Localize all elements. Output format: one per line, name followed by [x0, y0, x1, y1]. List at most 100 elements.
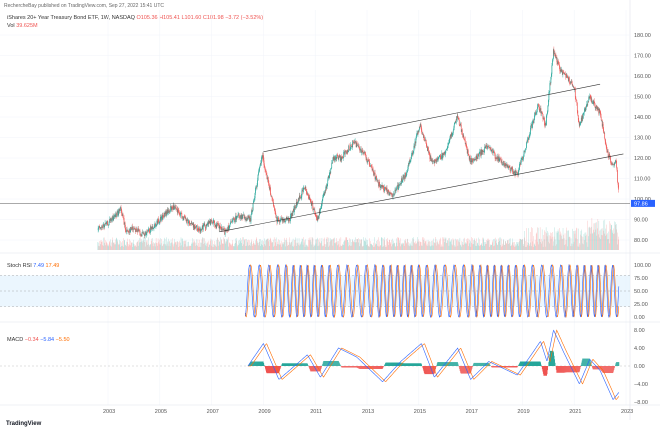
candle-body — [192, 222, 194, 228]
candle-body — [262, 155, 263, 159]
candle-body — [402, 176, 404, 181]
macd-histogram-bar — [307, 365, 309, 366]
candle-body — [224, 229, 226, 235]
macd-histogram-bar — [481, 362, 482, 366]
candle-body — [446, 146, 448, 150]
candle-body — [552, 61, 553, 66]
macd-histogram-bar — [334, 360, 335, 366]
candle-body — [508, 165, 510, 168]
candle-body — [347, 150, 349, 153]
stoch-label[interactable]: Stoch RSI — [7, 263, 32, 269]
macd-histogram-bar — [275, 366, 277, 374]
candle-body — [597, 108, 599, 110]
macd-histogram-bar — [617, 362, 619, 366]
macd-histogram-bar — [450, 362, 451, 366]
macd-histogram-bar — [257, 361, 258, 366]
price-tick-label: 130.00 — [634, 136, 651, 142]
macd-label[interactable]: MACD — [7, 337, 24, 343]
candle-body — [103, 224, 105, 228]
macd-histogram-bar — [413, 363, 415, 366]
candle-body — [531, 124, 532, 126]
symbol-title[interactable]: iShares 20+ Year Treasury Bond ETF, 1W, … — [7, 15, 135, 21]
macd-histogram-bar — [285, 363, 287, 366]
candle-body — [589, 95, 591, 99]
candle-body — [609, 154, 611, 156]
macd-histogram-bar — [382, 366, 384, 369]
last-price-badge — [631, 199, 655, 207]
macd-histogram-bar — [586, 358, 588, 366]
macd-histogram-bar — [493, 366, 495, 368]
candle-body — [403, 175, 404, 177]
candle-body — [158, 218, 159, 222]
candle-body — [368, 159, 369, 161]
macd-histogram-bar — [553, 352, 554, 366]
macd-histogram-bar — [388, 362, 389, 366]
time-tick-label: 2015 — [414, 409, 426, 415]
candle-body — [504, 163, 506, 167]
candle-body — [470, 160, 472, 163]
candle-body — [431, 159, 433, 161]
macd-histogram-bar — [271, 366, 273, 374]
candle-body — [482, 151, 484, 152]
macd-histogram-bar — [615, 364, 616, 366]
macd-histogram-bar — [518, 364, 520, 366]
candle-body — [146, 233, 147, 235]
macd-histogram-bar — [501, 366, 503, 368]
candle-body — [558, 61, 560, 65]
candle-body — [130, 227, 132, 230]
macd-histogram-bar — [430, 366, 432, 375]
candle-body — [224, 229, 225, 235]
candle-body — [316, 217, 318, 221]
macd-histogram-bar — [420, 363, 422, 366]
macd-histogram-bar — [310, 366, 312, 372]
macd-histogram-bar — [548, 362, 549, 366]
macd-histogram-bar — [523, 361, 525, 366]
candle-body — [262, 155, 264, 159]
candle-body — [314, 212, 316, 216]
macd-histogram-bar — [496, 366, 498, 368]
candle-body — [172, 205, 174, 210]
macd-histogram-bar — [299, 363, 301, 366]
candle-body — [556, 57, 557, 58]
candle-body — [156, 224, 157, 226]
candle-body — [208, 221, 210, 223]
macd-histogram-bar — [327, 360, 329, 366]
candle-body — [561, 70, 563, 75]
candle-body — [107, 221, 108, 226]
candle-body — [135, 229, 136, 233]
candle-body — [383, 185, 384, 190]
macd-histogram-bar — [368, 366, 370, 369]
macd-histogram-bar — [551, 350, 553, 366]
candle-body — [400, 183, 402, 184]
macd-histogram-bar — [402, 363, 404, 366]
candle-body — [566, 75, 568, 78]
macd-histogram-bar — [262, 361, 263, 366]
macd-histogram-bar — [362, 366, 363, 369]
macd-histogram-bar — [412, 363, 414, 366]
candle-body — [571, 81, 573, 84]
candle-body — [221, 226, 223, 230]
candle-body — [432, 160, 434, 162]
candle-body — [338, 155, 340, 158]
macd-histogram-bar — [364, 366, 366, 369]
macd-histogram-bar — [459, 366, 461, 371]
candle-body — [523, 156, 524, 159]
macd-histogram-bar — [401, 362, 403, 366]
macd-histogram-bar — [290, 363, 291, 366]
candle-body — [206, 223, 208, 226]
candle-body — [112, 216, 113, 220]
candle-body — [120, 207, 121, 210]
tradingview-logo[interactable]: TradingView — [6, 421, 42, 427]
macd-histogram-bar — [283, 363, 285, 366]
macd-histogram-bar — [562, 366, 563, 373]
macd-tick-label: −8.00 — [634, 400, 648, 406]
candle-body — [364, 152, 365, 153]
candle-body — [605, 144, 607, 147]
candle-body — [564, 73, 566, 75]
macd-histogram-bar — [599, 366, 601, 370]
candle-body — [490, 147, 491, 150]
macd-histogram-bar — [562, 366, 564, 373]
candle-body — [115, 213, 117, 215]
candle-body — [326, 185, 328, 189]
